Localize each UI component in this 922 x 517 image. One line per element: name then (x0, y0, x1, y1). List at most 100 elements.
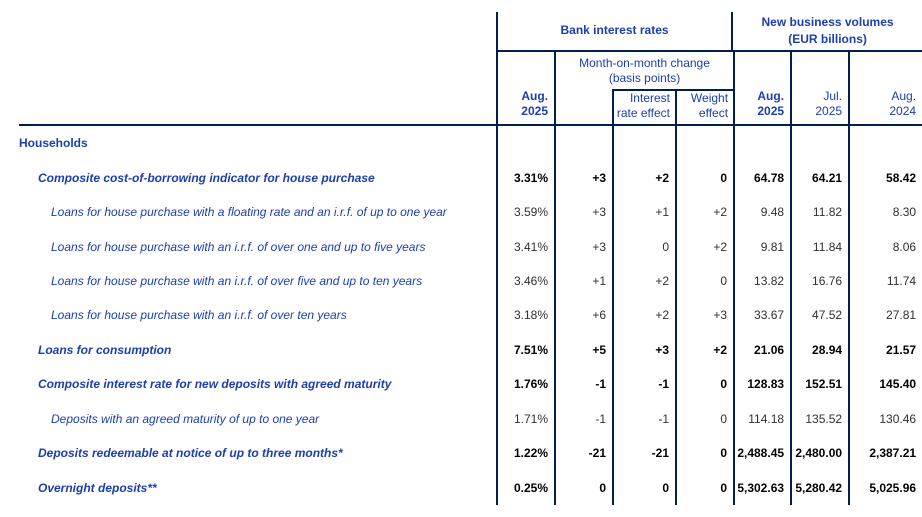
cell-interest-rate-effect: -1 (612, 401, 675, 437)
row-loans-for-consumption: Loans for consumption 7.51% +5 +3 +2 21.… (0, 332, 922, 368)
header-spacer-cell (0, 12, 496, 52)
row-deposits-agreed-maturity-up-to-one-year: Deposits with an agreed maturity of up t… (0, 401, 922, 437)
cell-weight-effect: 0 (675, 263, 733, 299)
vol-aug25-line1: Aug. (757, 89, 785, 103)
cell-volume-jul-2025: 2,480.00 (790, 436, 848, 471)
cell-mom-change: +5 (554, 332, 612, 368)
cell-weight-effect: +3 (675, 298, 733, 333)
cell-volume-aug-2025: 128.83 (733, 367, 790, 402)
cell-volume-jul-2025 (790, 126, 848, 161)
cell-volume-jul-2025: 64.21 (790, 160, 848, 195)
column-header-weight-effect: Weight effect (675, 89, 734, 124)
row-deposits-redeemable-notice: Deposits redeemable at notice of up to t… (0, 436, 922, 471)
mom-change-line2: (basis points) (608, 70, 681, 85)
mom-effect-subheaders: Interest rate effect Weight effect (556, 89, 734, 124)
cell-interest-rate-effect: +2 (612, 263, 675, 299)
rate-period-line2: 2025 (521, 104, 548, 118)
bank-interest-rates-table: Bank interest rates New business volumes… (0, 12, 922, 505)
cell-volume-aug-2024: 130.46 (848, 401, 922, 437)
cell-mom-change: +3 (554, 229, 612, 264)
cell-volume-aug-2025: 2,488.45 (733, 436, 790, 471)
cell-interest-rate-effect: 0 (612, 229, 675, 264)
weight-effect-line2: effect (698, 105, 729, 120)
cell-volume-aug-2024: 2,387.21 (848, 436, 922, 471)
cell-weight-effect: +2 (675, 229, 733, 264)
row-label: Loans for house purchase with an i.r.f. … (51, 308, 347, 323)
row-households-section: Households (0, 126, 922, 161)
column-header-rate-aug-2025: Aug. 2025 (496, 52, 554, 126)
header-spacer-cell (0, 52, 496, 126)
row-label: Deposits with an agreed maturity of up t… (51, 411, 320, 426)
column-header-volume-aug-2025: Aug. 2025 (733, 52, 791, 126)
row-overnight-deposits: Overnight deposits** 0.25% 0 0 0 5,302.6… (0, 470, 922, 505)
cell-weight-effect (675, 126, 733, 161)
mom-blank-subcell (556, 89, 612, 124)
column-header-volume-aug-2024: Aug. 2024 (848, 52, 922, 126)
new-business-volumes-label-line2: (EUR billions) (788, 32, 867, 46)
cell-volume-aug-2025: 21.06 (733, 332, 790, 368)
cell-rate: 7.51% (496, 332, 554, 368)
cell-volume-aug-2025: 5,302.63 (733, 470, 790, 505)
cell-interest-rate-effect: 0 (612, 470, 675, 505)
cell-volume-jul-2025: 11.84 (790, 229, 848, 264)
weight-effect-line1: Weight (690, 91, 729, 106)
cell-mom-change: -21 (554, 436, 612, 471)
cell-interest-rate-effect: +2 (612, 160, 675, 195)
month-on-month-change-title: Month-on-month change (basis points) (556, 52, 733, 89)
cell-rate: 3.31% (496, 160, 554, 195)
new-business-volumes-label-line1: New business volumes (761, 14, 894, 29)
row-label: Deposits redeemable at notice of up to t… (38, 446, 343, 461)
row-label: Overnight deposits** (38, 480, 157, 495)
cell-weight-effect: +2 (675, 194, 733, 230)
row-label: Loans for house purchase with an i.r.f. … (51, 239, 426, 254)
interest-rate-effect-line1: Interest (629, 91, 670, 106)
cell-volume-aug-2024: 145.40 (848, 367, 922, 402)
cell-weight-effect: 0 (675, 436, 733, 471)
cell-volume-jul-2025: 5,280.42 (790, 470, 848, 505)
vol-jul25-line1: Jul. (823, 89, 843, 103)
cell-rate: 3.18% (496, 298, 554, 333)
vol-aug24-line2: 2024 (889, 104, 917, 118)
cell-mom-change: +3 (554, 194, 612, 230)
cell-rate: 3.46% (496, 263, 554, 299)
row-composite-deposit-rate-agreed-maturity: Composite interest rate for new deposits… (0, 367, 922, 402)
cell-volume-jul-2025: 135.52 (790, 401, 848, 437)
cell-volume-aug-2024: 8.06 (848, 229, 922, 264)
row-label: Loans for house purchase with an i.r.f. … (51, 274, 423, 289)
cell-volume-jul-2025: 47.52 (790, 298, 848, 333)
bank-interest-rates-label: Bank interest rates (560, 23, 669, 38)
cell-mom-change: -1 (554, 401, 612, 437)
cell-mom-change: +1 (554, 263, 612, 299)
cell-weight-effect: +2 (675, 332, 733, 368)
rate-period-line1: Aug. (521, 89, 548, 103)
cell-interest-rate-effect: -21 (612, 436, 675, 471)
cell-volume-aug-2024: 11.74 (848, 263, 922, 299)
cell-volume-aug-2025: 33.67 (733, 298, 790, 333)
cell-weight-effect: 0 (675, 160, 733, 195)
cell-volume-jul-2025: 11.82 (790, 194, 848, 230)
cell-volume-aug-2025: 13.82 (733, 263, 790, 299)
cell-volume-aug-2025 (733, 126, 790, 161)
cell-mom-change (554, 126, 612, 161)
vol-aug24-line1: Aug. (891, 89, 917, 103)
cell-interest-rate-effect: +1 (612, 194, 675, 230)
row-label: Loans for consumption (38, 342, 172, 357)
cell-interest-rate-effect: +3 (612, 332, 675, 368)
column-header-row: Aug. 2025 Month-on-month change (basis p… (0, 52, 922, 126)
vol-jul25-line2: 2025 (815, 104, 843, 118)
cell-weight-effect: 0 (675, 367, 733, 402)
cell-rate: 1.71% (496, 401, 554, 437)
cell-volume-aug-2024: 58.42 (848, 160, 922, 195)
cell-rate: 3.41% (496, 229, 554, 264)
cell-volume-aug-2025: 114.18 (733, 401, 790, 437)
new-business-volumes-group-header: New business volumes (EUR billions) (733, 12, 922, 52)
column-header-interest-rate-effect: Interest rate effect (612, 89, 675, 124)
bank-interest-rates-group-header: Bank interest rates (496, 12, 734, 52)
row-composite-cobi-house-purchase: Composite cost-of-borrowing indicator fo… (0, 160, 922, 195)
cell-mom-change: +6 (554, 298, 612, 333)
cell-interest-rate-effect: -1 (612, 367, 675, 402)
column-header-volume-jul-2025: Jul. 2025 (790, 52, 849, 126)
cell-volume-aug-2024: 5,025.96 (848, 470, 922, 505)
row-irf-one-to-five-years: Loans for house purchase with an i.r.f. … (0, 229, 922, 264)
